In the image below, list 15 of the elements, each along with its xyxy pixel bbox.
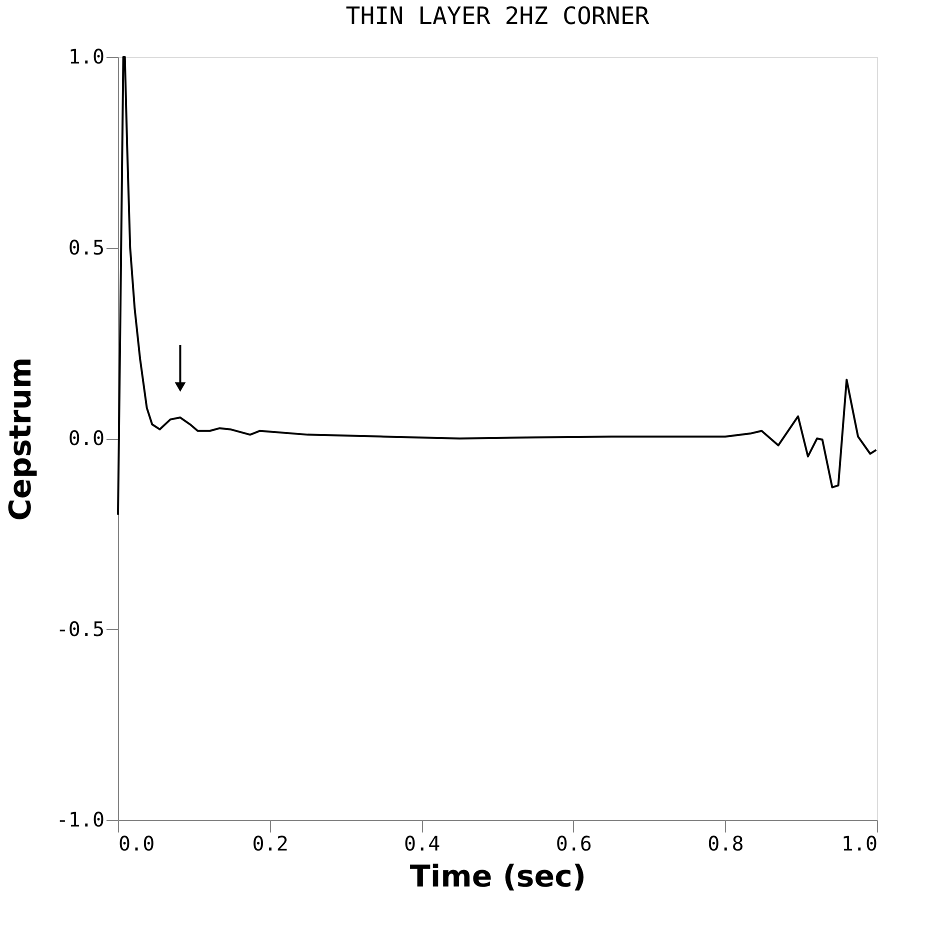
x-tick-label: 0.2 bbox=[252, 832, 288, 856]
y-tick-label: -0.5 bbox=[56, 616, 104, 641]
x-tick-label: 0.8 bbox=[708, 832, 744, 856]
x-tick-label: 0.0 bbox=[118, 832, 155, 856]
x-axis-title: Time (sec) bbox=[410, 860, 586, 894]
x-tick-label: 1.0 bbox=[841, 832, 878, 856]
y-tick-label: -1.0 bbox=[56, 808, 104, 832]
y-tick-label: 0.5 bbox=[68, 235, 104, 260]
x-tick-label: 0.6 bbox=[556, 832, 592, 856]
chart-title: THIN LAYER 2HZ CORNER bbox=[346, 2, 650, 30]
line-series bbox=[117, 56, 878, 516]
x-tick-label: 0.4 bbox=[404, 832, 440, 856]
y-axis-title: Cepstrum bbox=[3, 357, 38, 521]
y-tick-label: 0.0 bbox=[68, 426, 104, 450]
y-tick-label: 1.0 bbox=[68, 44, 104, 68]
